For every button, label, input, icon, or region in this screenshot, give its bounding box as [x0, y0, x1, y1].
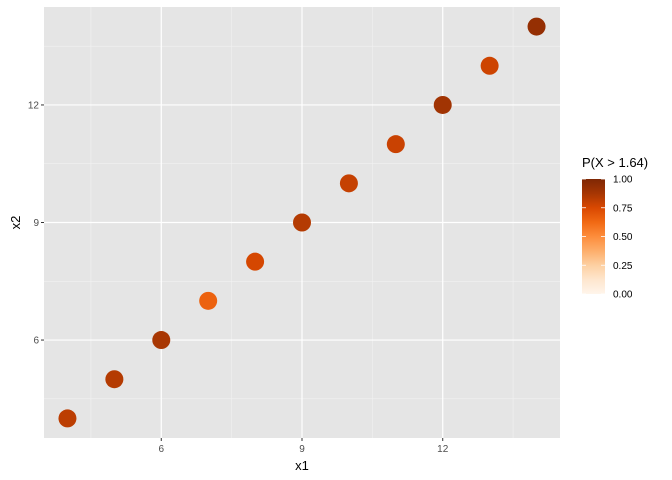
data-point: [527, 17, 546, 36]
legend-label: 0.75: [613, 203, 633, 214]
x-tick-label: 9: [299, 444, 305, 455]
legend-label: 1.00: [613, 175, 633, 186]
y-tick-label: 12: [28, 100, 40, 111]
y-tick-label: 9: [33, 218, 39, 229]
data-point: [386, 135, 405, 154]
data-point: [246, 252, 265, 271]
data-point: [152, 331, 171, 350]
data-point: [293, 213, 311, 232]
legend-label: 0.25: [613, 261, 633, 272]
legend-colorbar: [582, 179, 605, 294]
legend-label: 0.50: [613, 232, 633, 243]
x-tick-label: 6: [158, 444, 164, 455]
y-tick-label: 6: [33, 336, 39, 347]
y-axis-label: x2: [8, 216, 23, 230]
data-point: [433, 95, 452, 114]
data-point: [480, 56, 499, 75]
data-point: [199, 291, 218, 310]
data-point: [58, 409, 77, 428]
data-point: [105, 370, 124, 389]
data-point: [339, 174, 358, 193]
legend-label: 0.00: [613, 290, 633, 301]
legend-title: P(X > 1.64): [582, 155, 648, 170]
x-tick-label: 12: [437, 444, 449, 455]
x-axis-label: x1: [295, 458, 309, 473]
